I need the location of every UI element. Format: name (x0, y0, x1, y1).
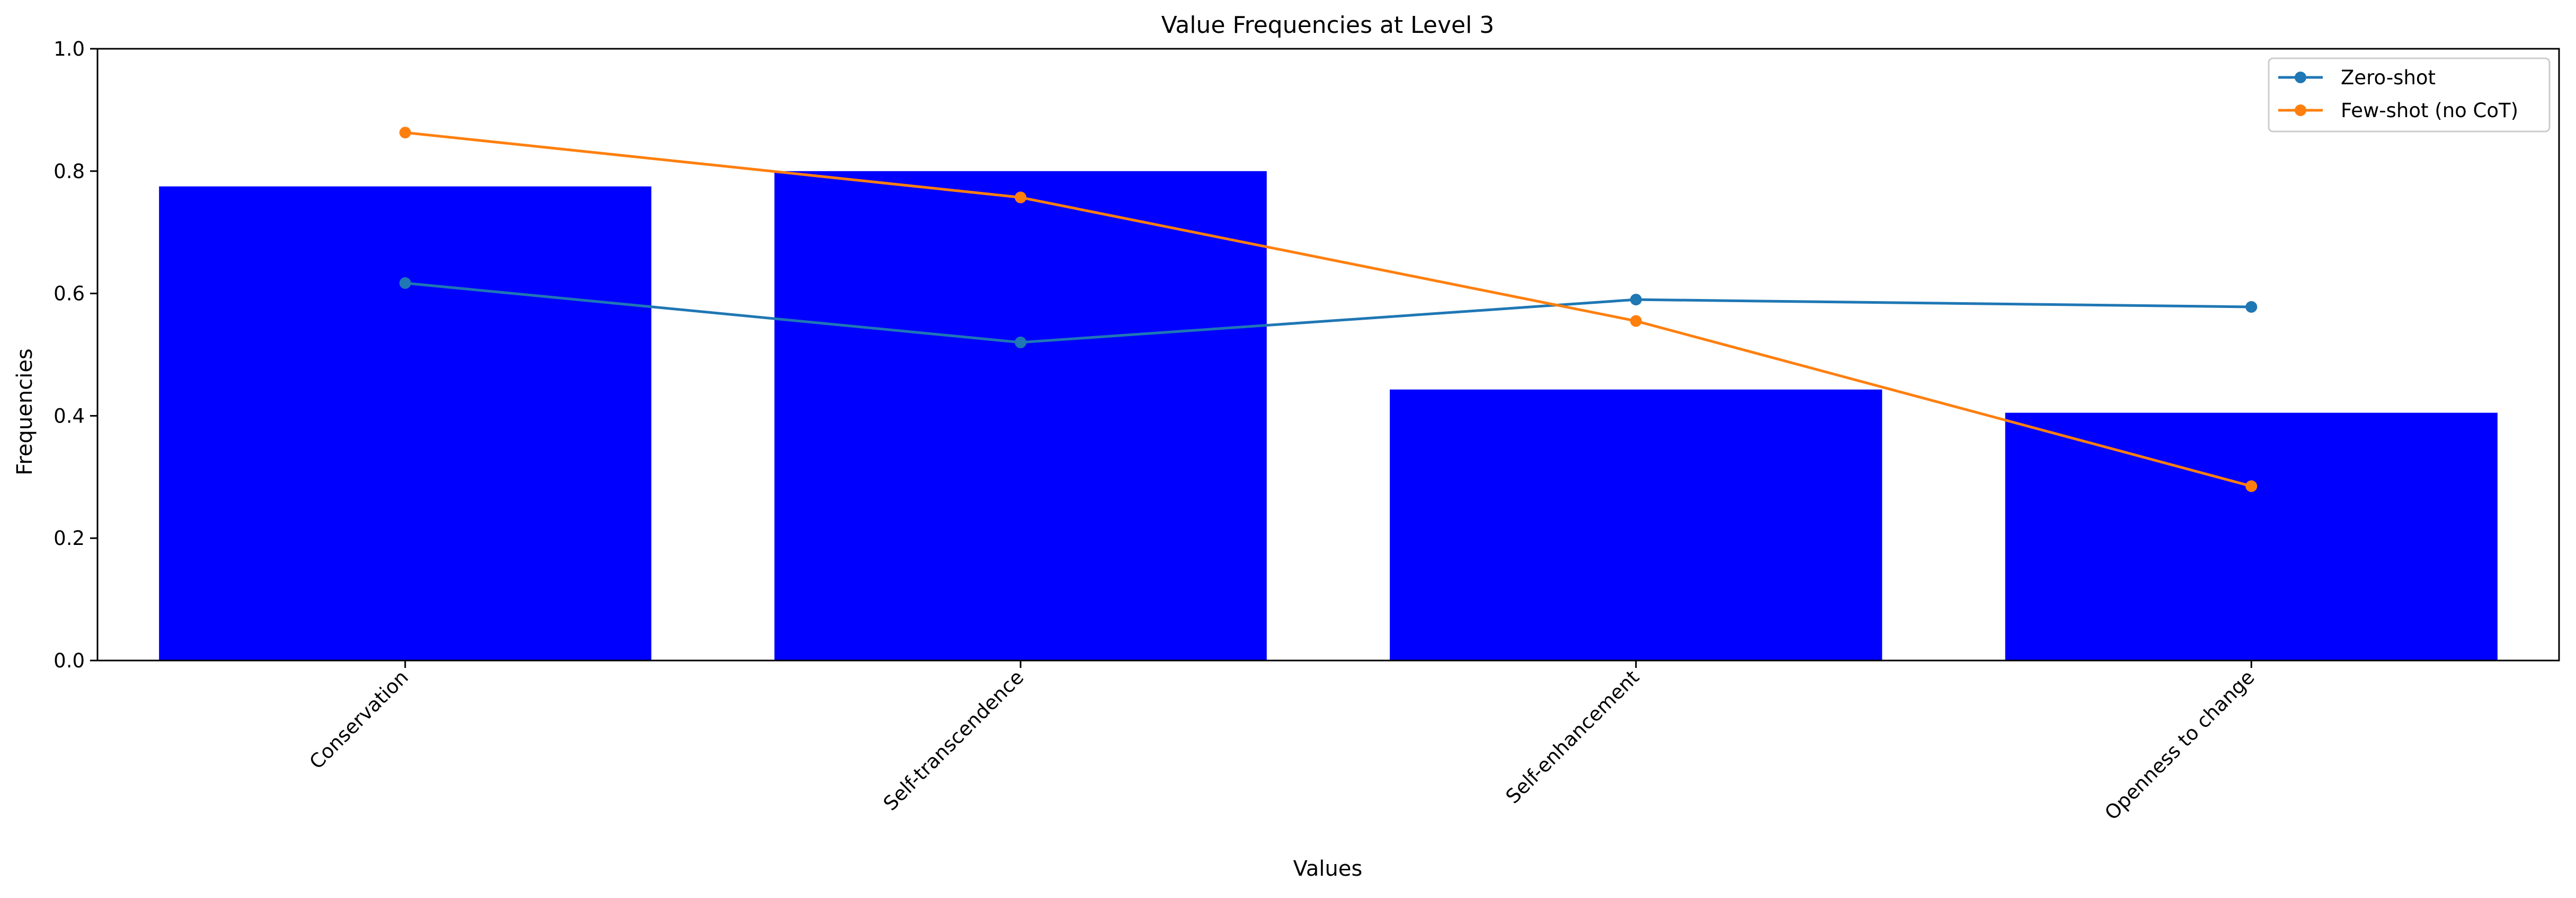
y-tick-label: 0.6 (54, 283, 85, 305)
bar-1 (774, 171, 1267, 661)
y-tick-label: 1.0 (54, 38, 85, 60)
legend-entries: Zero-shot Few-shot (no CoT) (2278, 66, 2518, 122)
legend-label-1: Few-shot (no CoT) (2341, 99, 2518, 122)
series-point-0-2 (1630, 294, 1642, 306)
line-series-layer (399, 127, 2258, 492)
y-tick-label: 0.2 (54, 527, 85, 550)
y-tick-label: 0.8 (54, 160, 85, 183)
bar-3 (2005, 412, 2498, 661)
series-point-0-3 (2245, 301, 2258, 313)
y-tick-label: 0.4 (54, 404, 85, 427)
series-point-0-1 (1015, 336, 1027, 348)
legend: Zero-shot Few-shot (no CoT) (2268, 57, 2551, 133)
series-point-1-1 (1015, 191, 1027, 204)
bar-2 (1390, 389, 1882, 661)
chart-title: Value Frequencies at Level 3 (1161, 12, 1495, 39)
series-point-1-0 (399, 127, 411, 139)
series-line-1 (405, 131, 2252, 488)
series-point-1-2 (1630, 315, 1642, 327)
bars-layer (159, 171, 2498, 661)
plot-frame (96, 48, 2560, 662)
legend-label-0: Zero-shot (2341, 66, 2436, 89)
series-line-0 (405, 281, 2252, 344)
series-point-0-0 (399, 277, 411, 289)
y-tick-label: 0.0 (54, 649, 85, 672)
x-axis-label: Values (1293, 857, 1363, 881)
y-axis-label: Frequencies (13, 348, 37, 476)
y-axis: 0.0 0.2 0.4 0.6 0.8 1.0 (54, 38, 97, 672)
legend-marker-0 (2295, 72, 2306, 83)
bar-0 (159, 186, 652, 661)
legend-marker-1 (2295, 104, 2306, 116)
legend-box (2268, 57, 2551, 133)
series-point-1-3 (2245, 480, 2258, 492)
